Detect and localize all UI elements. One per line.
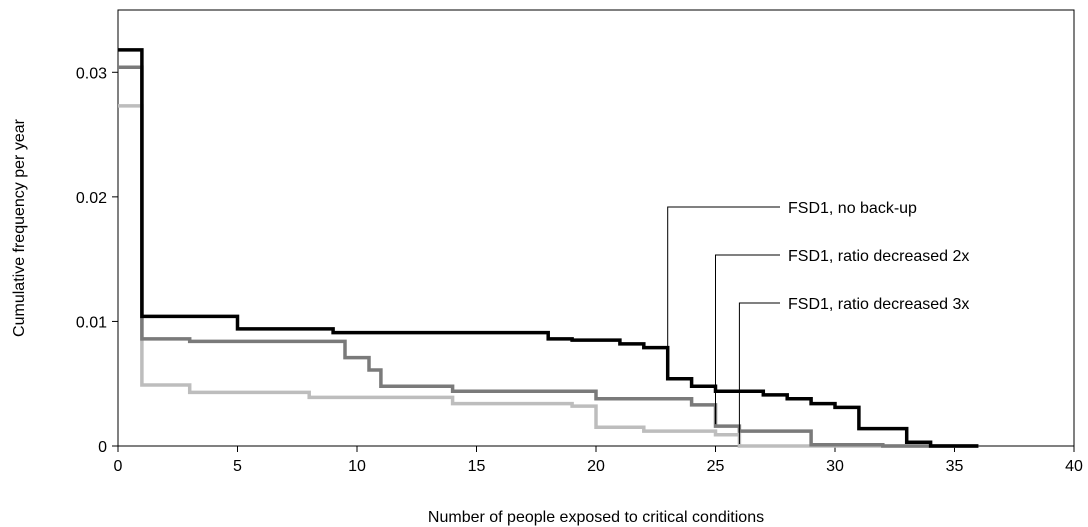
y-tick-label: 0.03 — [76, 65, 107, 82]
callout-layer: FSD1, no back-up FSD1, ratio decreased 2x… — [667, 200, 969, 444]
y-axis-label: Cumulative frequency per year — [11, 118, 28, 337]
y-tick-label: 0.02 — [76, 190, 107, 207]
y-tick-label: 0.01 — [76, 314, 107, 331]
callout-leader — [667, 206, 780, 377]
callout-leader — [738, 302, 780, 444]
x-tick-label: 5 — [233, 458, 242, 475]
x-tick-label: 35 — [946, 458, 964, 475]
x-tick-label: 15 — [468, 458, 486, 475]
callout-leader — [715, 254, 780, 425]
x-tick-label: 20 — [587, 458, 605, 475]
x-tick-label: 40 — [1065, 458, 1083, 475]
x-tick-label: 0 — [114, 458, 123, 475]
x-tick-label: 25 — [707, 458, 725, 475]
x-axis-label: Number of people exposed to critical con… — [428, 509, 764, 526]
series-line-3 — [118, 104, 979, 448]
series-line-1 — [118, 48, 979, 448]
legend-label: FSD1, ratio decreased 3x — [788, 296, 969, 313]
axis-ticks: 0 5 10 15 20 25 30 35 40 0 0.01 0.02 0.03 — [76, 65, 1083, 475]
series-line-2 — [118, 65, 979, 448]
legend-label: FSD1, ratio decreased 2x — [788, 248, 969, 265]
series-layer — [118, 48, 979, 448]
x-tick-label: 10 — [348, 458, 366, 475]
y-tick-label: 0 — [98, 439, 107, 456]
legend-label: FSD1, no back-up — [788, 200, 917, 217]
x-tick-label: 30 — [826, 458, 844, 475]
plot-area — [117, 9, 1075, 447]
